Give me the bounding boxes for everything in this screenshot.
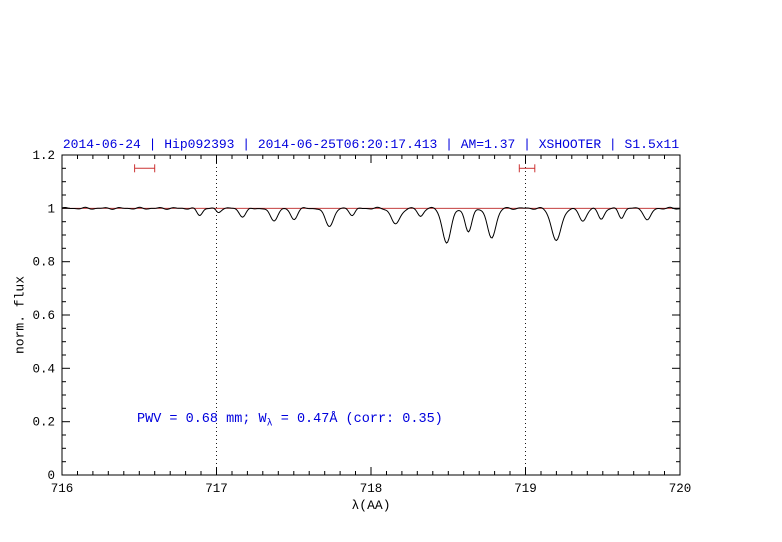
- y-tick-label: 0.4: [32, 362, 55, 376]
- y-tick-label: 0.6: [32, 309, 55, 323]
- x-tick-label: 720: [669, 482, 692, 496]
- x-tick-label: 719: [514, 482, 537, 496]
- y-tick-label: 1: [47, 202, 55, 216]
- pwv-annotation: PWV = 0.68 mm; Wλ = 0.47Å (corr: 0.35): [137, 412, 443, 430]
- y-tick-label: 0.2: [32, 416, 55, 430]
- pwv-annotation-prefix: PWV = 0.68 mm; W: [137, 412, 267, 427]
- plot-title: 2014-06-24 | Hip092393 | 2014-06-25T06:2…: [62, 137, 680, 152]
- y-tick-label: 0: [47, 469, 55, 483]
- spectrum-line: [61, 206, 681, 244]
- x-tick-label: 718: [360, 482, 383, 496]
- pwv-annotation-suffix: = 0.47Å (corr: 0.35): [272, 412, 443, 427]
- x-axis-label: λ(AA): [351, 498, 391, 513]
- pwv-annotation-sub: λ: [266, 418, 273, 430]
- y-axis-label: norm. flux: [12, 275, 28, 355]
- x-tick-label: 717: [205, 482, 228, 496]
- x-tick-label: 716: [51, 482, 74, 496]
- y-tick-label: 1.2: [32, 149, 55, 163]
- y-tick-label: 0.8: [32, 256, 55, 270]
